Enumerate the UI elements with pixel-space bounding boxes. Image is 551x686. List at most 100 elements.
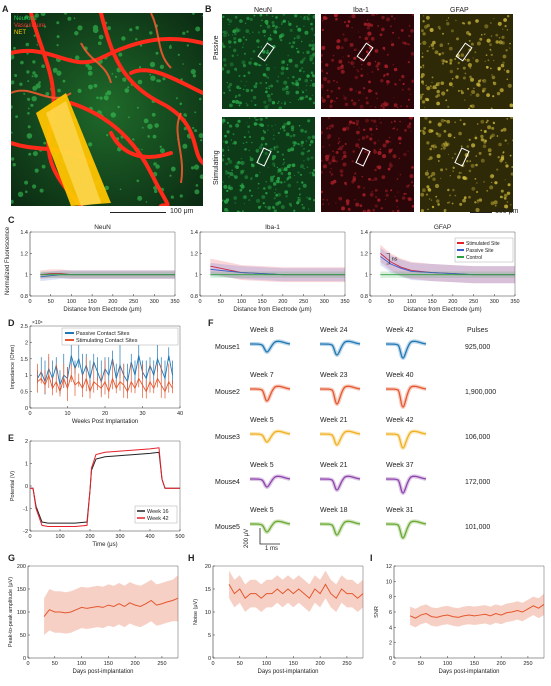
c0-title: NeuN: [94, 224, 111, 231]
c2-xtick: 50: [388, 299, 394, 305]
f-waveform: [319, 339, 361, 358]
roi-box: [454, 147, 470, 167]
panel-letter-h: H: [188, 553, 195, 563]
c2-xtick: 350: [510, 299, 519, 305]
f-week-label: Week 21: [320, 462, 348, 469]
f-mouse-label: Mouse5: [215, 524, 240, 531]
g-band: [44, 575, 179, 635]
image-stimulating-gfap: [420, 117, 513, 212]
d-xtick: 20: [102, 411, 108, 417]
d-ytick: 1: [25, 373, 28, 379]
c-ylabel: Normalized Fluorescence: [5, 226, 11, 295]
g-ytick: 200: [17, 564, 26, 570]
c2-xtick: 0: [368, 299, 371, 305]
c0-ytick: 1: [25, 273, 28, 279]
i-ytick: 12: [386, 564, 392, 570]
c1-xtick: 100: [237, 299, 246, 305]
c2-ytick: 1.4: [360, 230, 368, 236]
e-ylabel: Potential (V): [10, 471, 16, 501]
i-xtick: 50: [418, 661, 424, 667]
f-waveform: [249, 339, 291, 355]
c1-ytick: 0.8: [190, 294, 198, 300]
c1-ytick: 1.2: [190, 251, 198, 257]
e-xtick: 300: [115, 534, 124, 540]
i-ytick: 0: [389, 656, 392, 662]
chart-e: 0 100 200 300 400 500 -2 -1 0 1 2 Time (μs) Potentia…: [10, 439, 185, 548]
c2-xlabel: Distance from Electrode (μm): [403, 307, 481, 313]
f-week-label: Week 18: [320, 507, 348, 514]
h-series-line: [228, 583, 364, 599]
h-ytick: 15: [205, 587, 211, 593]
f-waveform: [319, 474, 361, 493]
f-week-label: Week 7: [250, 372, 274, 379]
d-legend-label: Stimulating Contact Sites: [76, 338, 138, 344]
g-xlabel: Days post-implantation: [72, 669, 133, 675]
e-legend-label: Week 42: [147, 516, 169, 522]
i-ytick: 2: [389, 641, 392, 647]
f-week-label: Week 31: [386, 507, 414, 514]
f-waveform: [249, 429, 291, 445]
c-legend-label: Stimulated Site: [466, 241, 500, 247]
c0-xtick: 350: [170, 299, 179, 305]
chart-c: 0 50 100 150 200 250 300 3500.811.21.4Distance …: [20, 224, 519, 313]
e-xtick: 400: [145, 534, 154, 540]
d-xtick: 0: [28, 411, 31, 417]
g-xtick: 0: [26, 661, 29, 667]
e-xlabel: Time (μs): [92, 542, 117, 548]
texture-dots: [222, 117, 315, 212]
texture-dots: [321, 117, 414, 212]
c0-xtick: 250: [129, 299, 138, 305]
c0-ytick: 0.8: [20, 294, 28, 300]
c2-xtick: 100: [407, 299, 416, 305]
f-week-label: Week 5: [250, 507, 274, 514]
chart-d: 0 10 20 30 40 0 0.5 1 1.5 2 2.5 Weeks Post Implanta…: [10, 320, 183, 425]
c2-ytick: 1: [365, 273, 368, 279]
f-mouse-label: Mouse2: [215, 389, 240, 396]
panel-letter-c: C: [8, 215, 15, 225]
e-ytick: 0: [25, 484, 28, 490]
c1-xlabel: Distance from Electrode (μm): [233, 307, 311, 313]
f-week-label: Week 5: [250, 417, 274, 424]
c2-xtick: 300: [490, 299, 499, 305]
f-mouse-label: Mouse4: [215, 479, 240, 486]
legend-vasculature: Vasculature: [14, 23, 46, 29]
scale-bar-b: [470, 212, 492, 213]
g-xtick: 250: [157, 661, 166, 667]
c0-xtick: 300: [150, 299, 159, 305]
c1-ytick: 1.4: [190, 230, 198, 236]
scale-bar-a: [110, 212, 166, 213]
d-ytick: 2: [25, 340, 28, 346]
texture-dots: [321, 14, 414, 109]
c0-xtick: 200: [108, 299, 117, 305]
d-ylabel: Impedance (Ohm): [10, 345, 16, 389]
i-xlabel: Days post-implantation: [438, 669, 499, 675]
f-scale-time: 1 ms: [265, 546, 279, 552]
c-band: [40, 270, 175, 282]
panel-letter-a: A: [2, 4, 9, 14]
f-week-label: Week 8: [250, 327, 274, 334]
image-passive-iba-1: [321, 14, 414, 109]
image-stimulating-iba-1: [321, 117, 414, 212]
f-pulses-value: 172,000: [465, 479, 491, 486]
c1-xtick: 250: [299, 299, 308, 305]
image-passive-neun: [222, 14, 315, 109]
h-ytick: 0: [208, 656, 211, 662]
i-ytick: 6: [389, 610, 392, 616]
e-ytick: -2: [23, 529, 28, 535]
f-pulses-value: 106,000: [465, 434, 491, 441]
i-series-line: [409, 603, 545, 619]
roi-box: [257, 42, 275, 62]
c1-title: Iba-1: [265, 224, 280, 231]
e-xtick: 0: [28, 534, 31, 540]
f-waveform: [249, 519, 291, 535]
c2-ytick: 0.8: [360, 294, 368, 300]
c1-ytick: 1: [195, 273, 198, 279]
legend-neurons: Neurons: [14, 16, 37, 22]
chart-i: 0 50 100 150 200 250 0 2 4 6 8 10 12 Days post-implan…: [374, 564, 545, 675]
e-xtick: 200: [85, 534, 94, 540]
scale-label-b: 100 μm: [495, 208, 519, 215]
i-ytick: 10: [386, 579, 392, 585]
panel-letter-i: I: [370, 553, 373, 563]
panel-letter-b: B: [205, 4, 212, 14]
c-legend-label: Passive Site: [466, 248, 494, 254]
